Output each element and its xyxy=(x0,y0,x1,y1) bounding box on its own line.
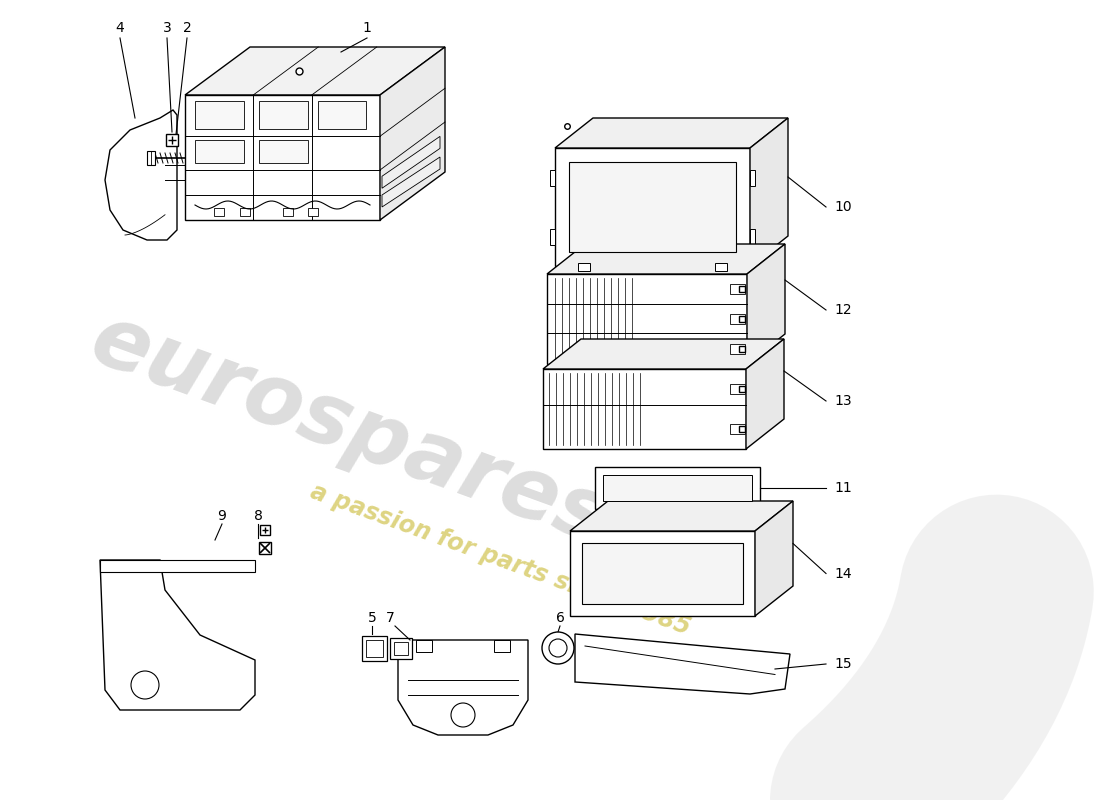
Text: 14: 14 xyxy=(834,566,851,581)
Polygon shape xyxy=(260,140,308,162)
Polygon shape xyxy=(104,110,177,240)
Text: 10: 10 xyxy=(834,200,851,214)
Polygon shape xyxy=(398,640,528,735)
Polygon shape xyxy=(556,148,750,266)
Polygon shape xyxy=(547,244,785,274)
Circle shape xyxy=(549,639,566,657)
Polygon shape xyxy=(494,640,510,652)
Circle shape xyxy=(131,671,160,699)
Polygon shape xyxy=(730,384,745,394)
Polygon shape xyxy=(240,207,250,215)
Text: 13: 13 xyxy=(834,394,851,408)
Polygon shape xyxy=(543,339,784,369)
Polygon shape xyxy=(550,170,556,186)
Polygon shape xyxy=(575,634,790,694)
Polygon shape xyxy=(214,207,224,215)
Polygon shape xyxy=(730,284,745,294)
Text: 7: 7 xyxy=(386,611,395,625)
Polygon shape xyxy=(185,47,446,95)
Polygon shape xyxy=(730,424,745,434)
Polygon shape xyxy=(195,140,243,162)
Polygon shape xyxy=(318,102,366,129)
Polygon shape xyxy=(543,369,746,449)
Text: 8: 8 xyxy=(254,509,263,523)
Polygon shape xyxy=(579,263,591,271)
Text: 15: 15 xyxy=(834,657,851,671)
Polygon shape xyxy=(595,467,760,509)
Text: 2: 2 xyxy=(183,21,191,35)
Text: 4: 4 xyxy=(116,21,124,35)
Text: 11: 11 xyxy=(834,481,851,495)
Text: 6: 6 xyxy=(556,611,564,625)
Polygon shape xyxy=(570,501,793,531)
Polygon shape xyxy=(308,207,318,215)
Text: 9: 9 xyxy=(218,509,227,523)
Text: 3: 3 xyxy=(163,21,172,35)
Polygon shape xyxy=(147,151,155,165)
Polygon shape xyxy=(382,157,440,207)
Polygon shape xyxy=(195,102,243,129)
Polygon shape xyxy=(750,229,755,245)
Polygon shape xyxy=(260,102,308,129)
Polygon shape xyxy=(569,162,736,252)
Polygon shape xyxy=(747,244,785,364)
Polygon shape xyxy=(390,638,412,659)
Polygon shape xyxy=(382,136,440,188)
Polygon shape xyxy=(570,531,755,616)
Polygon shape xyxy=(730,344,745,354)
Text: 12: 12 xyxy=(834,303,851,317)
Polygon shape xyxy=(746,339,784,449)
Polygon shape xyxy=(283,207,293,215)
Text: 5: 5 xyxy=(367,611,376,625)
Polygon shape xyxy=(100,560,255,710)
Text: eurospares: eurospares xyxy=(80,298,620,562)
Polygon shape xyxy=(755,501,793,616)
Polygon shape xyxy=(362,636,387,661)
Polygon shape xyxy=(550,229,556,245)
Polygon shape xyxy=(185,95,380,220)
Polygon shape xyxy=(394,642,408,655)
Text: a passion for parts since 1985: a passion for parts since 1985 xyxy=(307,480,693,640)
Circle shape xyxy=(451,703,475,727)
Polygon shape xyxy=(556,118,788,148)
Text: 1: 1 xyxy=(363,21,372,35)
Polygon shape xyxy=(603,475,752,501)
Polygon shape xyxy=(366,640,383,657)
Polygon shape xyxy=(750,118,788,266)
Polygon shape xyxy=(379,47,446,220)
Polygon shape xyxy=(547,274,747,364)
Polygon shape xyxy=(715,263,727,271)
Polygon shape xyxy=(582,543,742,604)
Polygon shape xyxy=(730,314,745,324)
Polygon shape xyxy=(100,560,255,572)
Polygon shape xyxy=(750,170,755,186)
Circle shape xyxy=(542,632,574,664)
Polygon shape xyxy=(416,640,432,652)
